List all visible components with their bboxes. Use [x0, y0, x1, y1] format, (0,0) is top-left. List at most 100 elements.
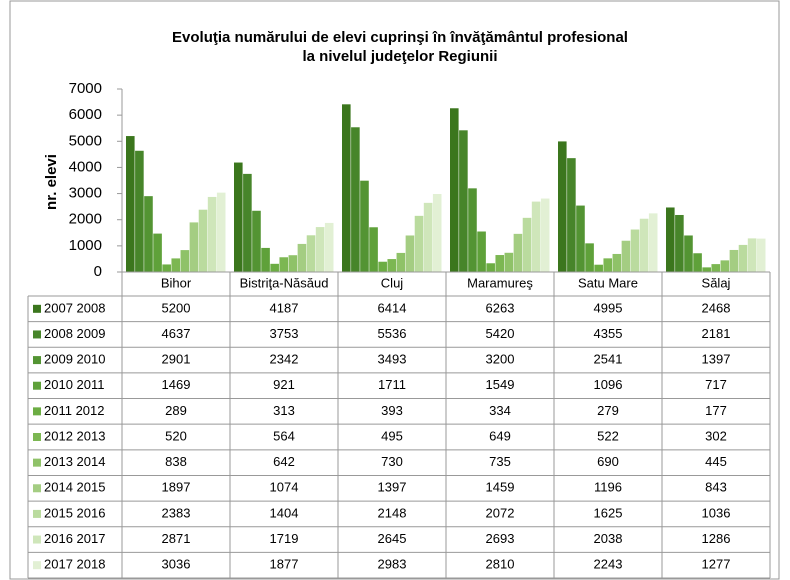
bar — [135, 150, 144, 272]
bar — [207, 196, 217, 272]
bar — [360, 180, 369, 272]
bar — [351, 127, 360, 273]
bar — [162, 264, 171, 272]
bar — [522, 217, 532, 272]
bar — [567, 158, 576, 272]
bar — [369, 227, 378, 272]
table-cell: 642 — [273, 454, 295, 469]
bar — [306, 235, 316, 272]
table-cell: 5200 — [162, 300, 191, 315]
table-cell: 302 — [705, 428, 727, 443]
bar — [234, 162, 243, 272]
table-cell: 4637 — [162, 326, 191, 341]
legend-swatch — [33, 458, 41, 467]
bar — [603, 258, 613, 272]
table-cell: 690 — [597, 454, 619, 469]
table-cell: 564 — [273, 428, 295, 443]
table-cell: 445 — [705, 454, 727, 469]
table-cell: 2468 — [702, 300, 731, 315]
bar — [585, 243, 594, 272]
bar — [495, 255, 505, 272]
table-cell: 2148 — [378, 505, 407, 520]
bar — [459, 130, 468, 272]
y-tick-label: 4000 — [69, 158, 102, 175]
bar — [468, 188, 477, 272]
table-cell: 522 — [597, 428, 619, 443]
legend-label: 2011 2012 — [44, 403, 105, 418]
bar — [711, 264, 721, 272]
legend-label: 2015 2016 — [44, 505, 105, 520]
table-cell: 334 — [489, 403, 511, 418]
bar — [558, 141, 567, 272]
bar — [756, 238, 766, 272]
table-cell: 3753 — [270, 326, 299, 341]
legend-swatch — [33, 381, 41, 390]
x-tick-label: Maramureş — [467, 275, 533, 290]
legend-label: 2010 2011 — [44, 377, 105, 392]
table-cell: 2342 — [270, 352, 299, 367]
table-cell: 921 — [273, 377, 295, 392]
table-cell: 843 — [705, 480, 727, 495]
bar — [621, 240, 631, 272]
bar — [324, 222, 334, 272]
table-cell: 279 — [597, 403, 619, 418]
bar — [144, 196, 153, 272]
table-cell: 1397 — [378, 480, 407, 495]
bar — [180, 250, 190, 272]
bar — [675, 214, 684, 272]
table-cell: 2871 — [162, 531, 191, 546]
table-cell: 649 — [489, 428, 511, 443]
table-cell: 1877 — [270, 557, 299, 572]
bar — [414, 215, 424, 272]
table-cell: 2901 — [162, 352, 191, 367]
table-cell: 1404 — [270, 505, 299, 520]
bar — [747, 238, 757, 272]
table-cell: 1196 — [594, 480, 622, 495]
bar — [270, 263, 279, 272]
x-tick-label: Bihor — [161, 275, 192, 290]
bar — [612, 253, 622, 272]
bar — [153, 233, 162, 272]
table-cell: 2983 — [378, 557, 407, 572]
bar — [297, 243, 307, 272]
x-tick-label: Cluj — [381, 275, 404, 290]
table-cell: 1074 — [270, 480, 299, 495]
bar — [126, 136, 135, 272]
bar — [693, 253, 702, 272]
bar — [387, 259, 397, 272]
table-cell: 2181 — [702, 326, 731, 341]
bar — [189, 222, 199, 272]
table-cell: 717 — [705, 377, 727, 392]
chart-frame — [9, 0, 780, 580]
legend-label: 2012 2013 — [44, 428, 105, 443]
bar — [648, 213, 658, 272]
legend-swatch — [33, 407, 41, 416]
table-cell: 3036 — [162, 557, 191, 572]
legend-swatch — [33, 484, 41, 493]
y-tick-label: 6000 — [69, 106, 102, 123]
bar — [666, 207, 675, 272]
legend-swatch — [33, 433, 41, 441]
bar — [720, 260, 730, 272]
table-cell: 2383 — [162, 505, 191, 520]
y-tick-label: 1000 — [69, 237, 102, 254]
y-tick-label: 7000 — [69, 80, 102, 97]
bar — [450, 108, 459, 272]
bar — [702, 267, 711, 272]
y-tick-label: 2000 — [69, 211, 102, 228]
table-cell: 5420 — [486, 326, 515, 341]
bar — [738, 244, 748, 272]
bar — [423, 202, 433, 272]
bar — [243, 173, 252, 272]
bar — [477, 231, 486, 272]
table-cell: 1036 — [702, 505, 731, 520]
x-tick-label: Satu Mare — [578, 275, 638, 290]
bar — [279, 257, 289, 272]
legend-label: 2016 2017 — [44, 531, 105, 546]
bar — [531, 201, 541, 272]
table-cell: 6263 — [486, 300, 515, 315]
table-cell: 1277 — [702, 557, 731, 572]
bar — [405, 235, 415, 272]
bar — [252, 210, 261, 272]
table-cell: 3493 — [378, 352, 407, 367]
